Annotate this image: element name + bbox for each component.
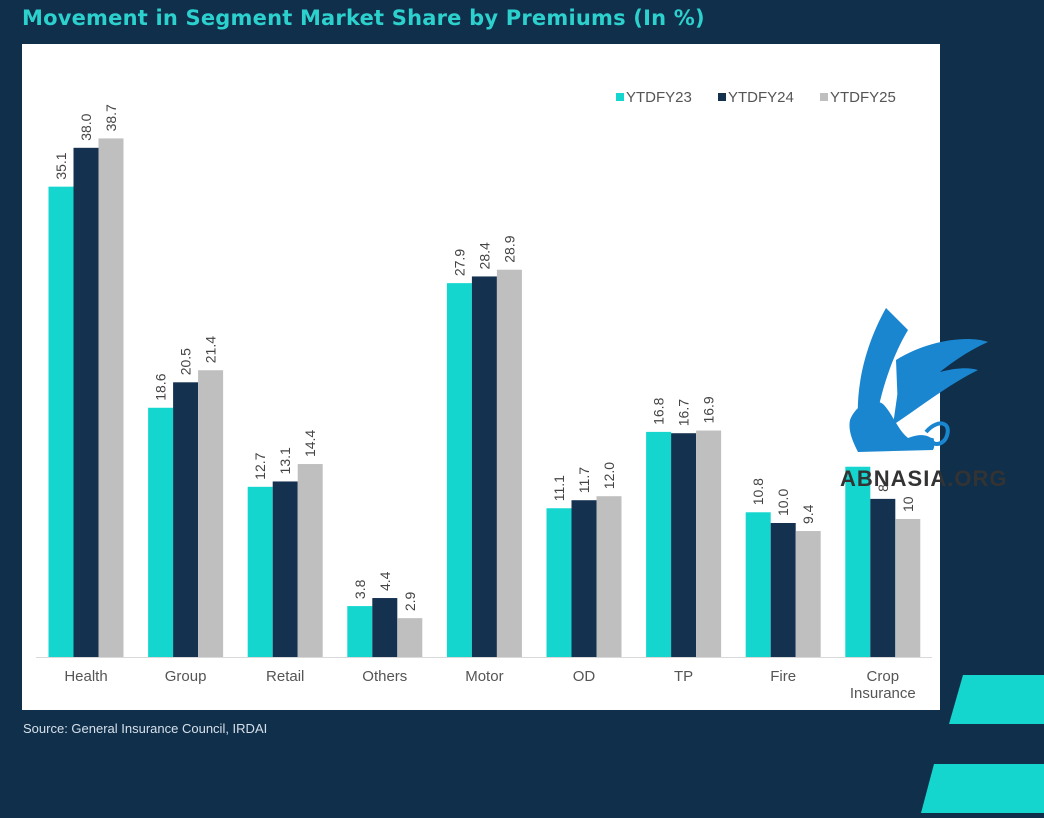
data-label: 4.4 [377, 571, 393, 591]
bar-ytdfy25-retail [297, 464, 323, 657]
x-tick-label: Retail [266, 668, 304, 685]
data-label: 16.9 [701, 396, 717, 423]
data-label: 18.6 [153, 373, 169, 400]
data-label: 3.8 [352, 579, 368, 599]
bar-ytdfy25-crop-insurance [895, 518, 921, 657]
bar-ytdfy23-health [48, 186, 74, 657]
bar-ytdfy23-group [148, 407, 174, 657]
data-label: 16.7 [676, 399, 692, 426]
data-label: 9.4 [800, 504, 816, 524]
bar-ytdfy25-others [397, 618, 423, 657]
x-tick-label: Insurance [850, 685, 916, 702]
bar-ytdfy24-crop-insurance [870, 498, 896, 657]
legend-swatch-ytdfy25 [820, 93, 828, 101]
data-label: 2.9 [402, 591, 418, 611]
legend-label-ytdfy25: YTDFY25 [830, 89, 896, 106]
bar-ytdfy23-od [546, 508, 572, 657]
data-label: 28.4 [476, 242, 492, 269]
bar-ytdfy24-od [571, 500, 597, 657]
bar-ytdfy24-health [73, 147, 99, 658]
bar-ytdfy25-od [596, 496, 622, 657]
data-label: 10.8 [750, 478, 766, 505]
legend-swatch-ytdfy24 [718, 93, 726, 101]
x-tick-label: Fire [770, 668, 796, 685]
bar-ytdfy24-retail [272, 481, 298, 657]
data-label: 11.1 [551, 475, 567, 501]
data-label: 35.1 [53, 152, 69, 179]
data-label: 8 [875, 484, 891, 492]
data-label: 16.8 [651, 397, 667, 424]
bar-ytdfy25-tp [696, 430, 722, 657]
bar-ytdfy24-tp [671, 433, 697, 657]
x-tick-label: Others [362, 668, 407, 685]
data-label: 27.9 [451, 249, 467, 276]
bar-ytdfy23-crop-insurance [845, 466, 871, 657]
x-tick-label: Group [165, 668, 207, 685]
x-tick-label: TP [674, 668, 693, 685]
data-label: 21.4 [203, 336, 219, 363]
bar-ytdfy23-motor [446, 283, 472, 657]
data-label: 28.9 [501, 235, 517, 262]
bar-ytdfy24-group [173, 382, 199, 657]
bar-ytdfy23-retail [247, 486, 273, 657]
data-label: 12.0 [601, 462, 617, 489]
chart-title: Movement in Segment Market Share by Prem… [22, 6, 705, 30]
bar-ytdfy25-fire [795, 531, 821, 657]
bar-ytdfy24-others [372, 598, 398, 657]
data-label: 10.0 [775, 489, 791, 516]
bar-ytdfy23-tp [646, 431, 672, 657]
decorative-parallelogram-bottom [921, 764, 1044, 813]
bar-ytdfy23-fire [745, 512, 771, 657]
bar-ytdfy23-others [347, 606, 373, 657]
data-label: 11.7 [576, 467, 592, 493]
data-label: 38.7 [103, 104, 119, 131]
chart-panel: 35.1 38.0 38.7 Health 18.6 20.5 21.4 Group 12.7 1… [22, 44, 940, 710]
bar-ytdfy24-motor [471, 276, 497, 657]
legend-label-ytdfy24: YTDFY24 [728, 89, 794, 106]
x-tick-label: Crop [867, 668, 900, 685]
source-note: Source: General Insurance Council, IRDAI [23, 721, 268, 736]
data-label: 10 [900, 496, 916, 512]
data-label: 38.0 [78, 113, 94, 140]
data-label: 14.4 [302, 430, 318, 457]
x-tick-label: Health [64, 668, 107, 685]
bar-ytdfy25-group [198, 370, 224, 657]
legend-swatch-ytdfy23 [616, 93, 624, 101]
x-tick-label: OD [573, 668, 596, 685]
bar-ytdfy25-motor [496, 269, 522, 657]
bar-chart: 35.1 38.0 38.7 Health 18.6 20.5 21.4 Group 12.7 1… [36, 89, 932, 702]
data-label: 20.5 [178, 348, 194, 375]
bar-ytdfy24-fire [770, 523, 796, 657]
data-label: 12.7 [252, 452, 268, 479]
x-tick-label: Motor [465, 668, 503, 685]
bar-ytdfy25-health [98, 138, 124, 658]
data-label: 13.1 [277, 447, 293, 474]
legend-label-ytdfy23: YTDFY23 [626, 89, 692, 106]
decorative-parallelogram-top [949, 675, 1044, 724]
